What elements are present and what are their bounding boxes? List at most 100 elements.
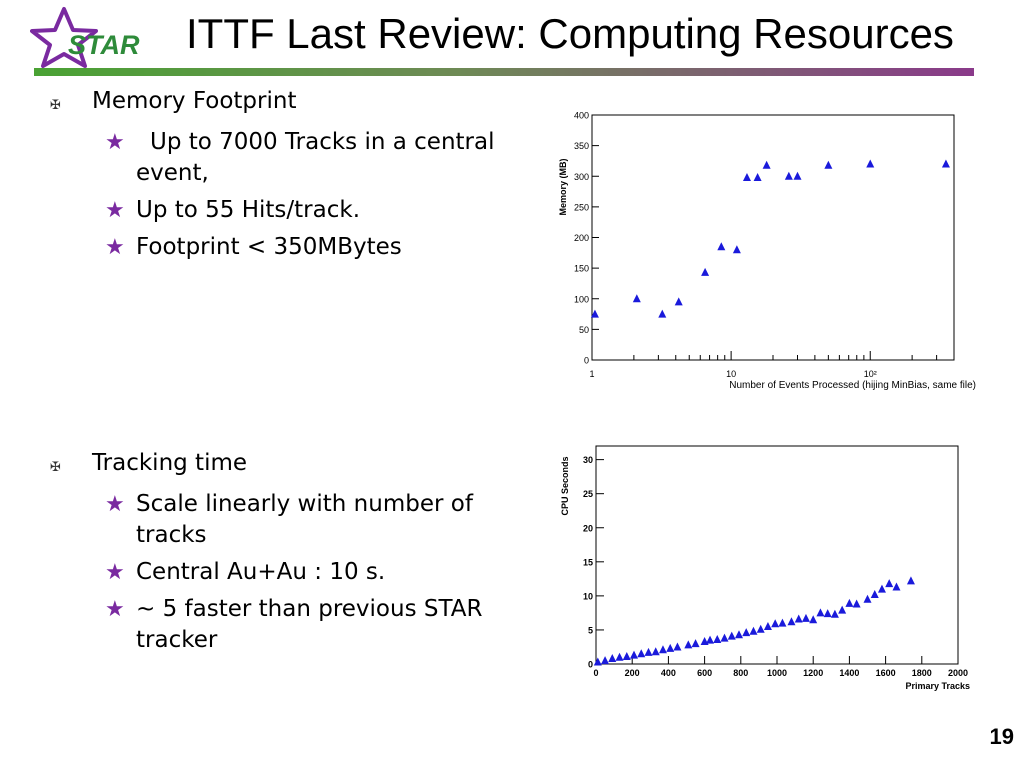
- y-axis-label: CPU Seconds: [560, 456, 570, 515]
- y-tick-label: 200: [574, 233, 589, 243]
- y-tick-label: 100: [574, 294, 589, 304]
- data-point: [658, 645, 667, 654]
- data-point: [713, 634, 722, 643]
- slide-title: ITTF Last Review: Computing Resources: [186, 10, 954, 57]
- memory-item-text: Up to 7000 Tracks in a central event,: [136, 129, 495, 186]
- data-point: [823, 609, 832, 618]
- data-point: [778, 618, 787, 627]
- tracking-item: ★ Scale linearly with number of tracks: [105, 489, 536, 551]
- x-tick-label: 200: [625, 668, 640, 678]
- page-number: 19: [989, 724, 1014, 749]
- x-tick-label: 1800: [912, 668, 932, 678]
- y-tick-label: 10: [583, 591, 593, 601]
- x-tick-label: 1400: [839, 668, 859, 678]
- data-point: [622, 652, 631, 661]
- y-tick-label: 250: [574, 202, 589, 212]
- data-point: [906, 576, 915, 585]
- x-axis-label: Number of Events Processed (hijing MinBi…: [729, 380, 976, 391]
- y-tick-label: 150: [574, 264, 589, 274]
- x-tick-label: 1: [589, 369, 594, 379]
- data-point: [644, 647, 653, 656]
- logo-text: STAR: [68, 30, 140, 60]
- data-point: [732, 245, 741, 254]
- data-point: [816, 608, 825, 617]
- data-point: [637, 649, 646, 658]
- cpu-time-chart: 0 5 10 15 20 25 30 0 200 400 600 800 1000 1200 1400 160…: [560, 445, 970, 691]
- tracking-item: ★ ~ 5 faster than previous STAR tracker: [105, 594, 536, 656]
- x-axis-label: Primary Tracks: [905, 681, 970, 691]
- y-tick-label: 5: [588, 625, 593, 635]
- memory-item: ★ Footprint < 350MBytes: [105, 232, 536, 263]
- data-point: [727, 631, 736, 640]
- data-point: [863, 594, 872, 603]
- data-point: [590, 309, 599, 318]
- data-point: [632, 294, 641, 303]
- y-tick-label: 400: [574, 111, 589, 121]
- data-point: [809, 615, 818, 624]
- data-point: [941, 159, 950, 168]
- star-bullet-icon: ★: [105, 597, 125, 622]
- x-tick-label: 2000: [948, 668, 968, 678]
- data-point: [630, 650, 639, 659]
- data-point: [824, 160, 833, 169]
- data-point: [830, 609, 839, 618]
- star-bullet-icon: ★: [105, 492, 125, 517]
- data-point: [651, 647, 660, 656]
- data-point: [763, 622, 772, 631]
- y-tick-label: 25: [583, 489, 593, 499]
- data-point: [787, 617, 796, 626]
- data-point: [877, 584, 886, 593]
- data-point: [691, 639, 700, 648]
- tracking-heading: Tracking time: [92, 450, 248, 476]
- data-point: [852, 599, 861, 608]
- star-logo: STAR: [30, 7, 140, 68]
- data-point: [801, 613, 810, 622]
- memory-heading-row: ✠ Memory Footprint: [50, 86, 536, 121]
- star-bullet-icon: ★: [105, 198, 125, 223]
- data-point: [734, 630, 743, 639]
- data-point: [771, 619, 780, 628]
- data-point: [658, 309, 667, 318]
- x-tick-label: 400: [661, 668, 676, 678]
- data-point: [762, 160, 771, 169]
- data-point: [593, 657, 602, 666]
- data-point: [615, 652, 624, 661]
- data-point: [666, 643, 675, 652]
- star-bullet-icon: ★: [105, 130, 125, 155]
- x-tick-label: 600: [697, 668, 712, 678]
- data-point: [742, 628, 751, 637]
- y-tick-label: 20: [583, 523, 593, 533]
- data-point: [866, 159, 875, 168]
- star-bullet-icon: ★: [105, 235, 125, 260]
- star-bullet-icon: ★: [105, 560, 125, 585]
- data-point: [673, 642, 682, 651]
- memory-section: ✠ Memory Footprint ★ Up to 7000 Tracks i…: [50, 86, 536, 269]
- data-point: [756, 624, 765, 633]
- data-point: [720, 633, 729, 642]
- plot-frame: [591, 114, 955, 361]
- data-point: [753, 172, 762, 181]
- plot-frame: [595, 445, 959, 665]
- y-tick-label: 300: [574, 172, 589, 182]
- data-point: [892, 582, 901, 591]
- data-point: [870, 590, 879, 599]
- x-tick-label: 0: [593, 668, 598, 678]
- memory-item-text: Up to 55 Hits/track.: [136, 197, 361, 223]
- y-axis-label: Memory (MB): [558, 158, 568, 215]
- data-point: [749, 626, 758, 635]
- tracking-heading-row: ✠ Tracking time: [50, 448, 536, 483]
- memory-heading: Memory Footprint: [92, 88, 297, 114]
- memory-item: ★ Up to 55 Hits/track.: [105, 195, 536, 226]
- tracking-item-text: Scale linearly with number of tracks: [136, 491, 473, 548]
- data-point: [601, 656, 610, 665]
- data-point: [845, 598, 854, 607]
- y-tick-label: 0: [584, 356, 589, 366]
- title-divider: [34, 68, 974, 76]
- data-point: [706, 635, 715, 644]
- y-tick-label: 15: [583, 557, 593, 567]
- data-point: [794, 614, 803, 623]
- logo-star-icon: [30, 7, 98, 68]
- x-tick-label: 1600: [876, 668, 896, 678]
- tracking-item: ★ Central Au+Au : 10 s.: [105, 557, 536, 588]
